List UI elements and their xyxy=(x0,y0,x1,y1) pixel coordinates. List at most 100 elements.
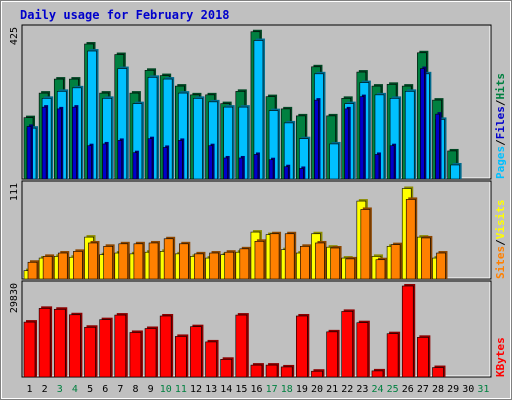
bar-kbytes-day-12 xyxy=(190,324,204,378)
panel-kbytes: 29830 KBytes xyxy=(9,280,507,378)
bar-pages-day-7 xyxy=(117,138,124,180)
chart-panels: 425 Pages/Files/Hits 111 Sites/Visits 29830 K… xyxy=(9,24,507,378)
bar-sites-day-15 xyxy=(239,246,251,280)
bar-kbytes-day-10 xyxy=(159,313,174,378)
bar-kbytes-day-16 xyxy=(250,363,264,378)
bar-sites-day-17 xyxy=(269,231,282,280)
bar-pages-day-8 xyxy=(132,150,139,180)
bar-sites-day-20 xyxy=(315,240,327,280)
bar-sites-day-10 xyxy=(163,236,176,280)
x-tick-label: 18 xyxy=(281,384,293,395)
x-tick-label: 3 xyxy=(57,384,63,395)
x-tick-label: 4 xyxy=(72,384,78,395)
bar-pages-day-6 xyxy=(102,141,109,180)
bar-kbytes-day-22 xyxy=(341,309,355,378)
bar-kbytes-day-7 xyxy=(114,313,128,378)
x-tick-label: 23 xyxy=(356,384,368,395)
x-tick-label: 31 xyxy=(477,384,489,395)
bar-kbytes-day-25 xyxy=(386,331,401,378)
bar-sites-day-18 xyxy=(284,231,297,280)
bar-kbytes-day-26 xyxy=(401,284,416,378)
bar-kbytes-day-2 xyxy=(38,306,53,378)
bar-pages-day-20 xyxy=(314,98,321,180)
bar-pages-day-5 xyxy=(87,143,94,180)
bar-kbytes-day-21 xyxy=(326,329,340,378)
bar-pages-day-17 xyxy=(268,157,276,180)
bar-sites-day-5 xyxy=(88,240,100,280)
x-tick-label: 7 xyxy=(117,384,123,395)
side-label: Sites/Visits xyxy=(494,200,507,280)
bar-sites-day-19 xyxy=(300,244,312,280)
x-tick-label: 26 xyxy=(402,384,414,395)
bar-pages-day-2 xyxy=(41,105,49,180)
x-axis-day-labels: 1 2 3 4 5 6 7 8 9 10 11 12 13 14 15 16 17 18 19 20 21 22 23 24 2… xyxy=(27,384,490,395)
bar-pages-day-3 xyxy=(56,106,64,180)
bar-kbytes-day-9 xyxy=(144,326,159,378)
bar-sites-day-7 xyxy=(118,241,130,280)
bar-files-day-12 xyxy=(193,96,205,180)
x-tick-label: 21 xyxy=(326,384,338,395)
bar-sites-day-25 xyxy=(390,242,403,280)
bar-kbytes-day-27 xyxy=(417,335,431,378)
bar-pages-day-15 xyxy=(238,155,245,180)
bar-sites-day-26 xyxy=(405,197,418,280)
bar-kbytes-day-23 xyxy=(356,320,370,378)
bar-sites-day-6 xyxy=(103,244,115,280)
bar-sites-day-14 xyxy=(224,250,236,280)
side-label: Pages/Files/Hits xyxy=(494,73,507,179)
x-tick-label: 2 xyxy=(42,384,48,395)
x-tick-label: 19 xyxy=(296,384,308,395)
bar-pages-day-10 xyxy=(162,145,170,180)
bar-pages-day-1 xyxy=(26,124,33,180)
bar-kbytes-day-17 xyxy=(265,363,280,378)
x-tick-label: 11 xyxy=(175,384,187,395)
bar-sites-day-13 xyxy=(209,251,221,280)
bar-sites-day-24 xyxy=(375,257,387,280)
bar-pages-day-14 xyxy=(223,155,230,180)
bar-sites-day-2 xyxy=(42,254,55,280)
bar-kbytes-day-3 xyxy=(53,307,68,378)
panel-sites-visits: 111 Sites/Visits xyxy=(9,180,507,280)
y-max-label: 111 xyxy=(9,183,20,201)
bar-kbytes-day-11 xyxy=(174,334,189,378)
bar-sites-day-4 xyxy=(73,249,85,280)
bar-pages-day-28 xyxy=(435,112,442,180)
y-max-label: 425 xyxy=(9,27,20,45)
bar-pages-day-27 xyxy=(420,66,427,180)
side-label: KBytes xyxy=(494,337,507,377)
bar-pages-day-23 xyxy=(359,94,366,180)
x-tick-label: 30 xyxy=(462,384,474,395)
bar-sites-day-3 xyxy=(57,251,70,280)
x-tick-label: 16 xyxy=(250,384,262,395)
bar-pages-day-22 xyxy=(344,106,351,180)
x-tick-label: 10 xyxy=(160,384,172,395)
bar-sites-day-21 xyxy=(330,246,342,280)
panel-hits-files-pages: 425 Pages/Files/Hits xyxy=(9,24,507,180)
x-tick-label: 6 xyxy=(102,384,108,395)
bar-kbytes-day-14 xyxy=(220,357,234,378)
bar-sites-day-8 xyxy=(133,241,145,280)
x-tick-label: 17 xyxy=(266,384,278,395)
bar-pages-day-11 xyxy=(177,138,185,180)
bar-pages-day-24 xyxy=(374,152,381,180)
bar-kbytes-day-8 xyxy=(129,330,143,378)
bar-pages-day-18 xyxy=(283,164,291,180)
x-tick-label: 8 xyxy=(132,384,138,395)
bar-kbytes-day-18 xyxy=(280,364,295,378)
x-tick-label: 15 xyxy=(235,384,247,395)
x-tick-label: 14 xyxy=(220,384,232,395)
bar-sites-day-27 xyxy=(421,235,433,280)
x-tick-label: 22 xyxy=(341,384,353,395)
bar-sites-day-22 xyxy=(345,256,357,280)
x-tick-label: 29 xyxy=(447,384,459,395)
bar-kbytes-day-28 xyxy=(432,365,446,378)
x-tick-label: 28 xyxy=(432,384,444,395)
bar-sites-day-9 xyxy=(148,240,161,280)
bar-pages-day-9 xyxy=(147,136,155,180)
bar-kbytes-day-5 xyxy=(84,325,98,378)
bar-kbytes-day-4 xyxy=(69,312,83,378)
bar-pages-day-25 xyxy=(389,143,397,180)
